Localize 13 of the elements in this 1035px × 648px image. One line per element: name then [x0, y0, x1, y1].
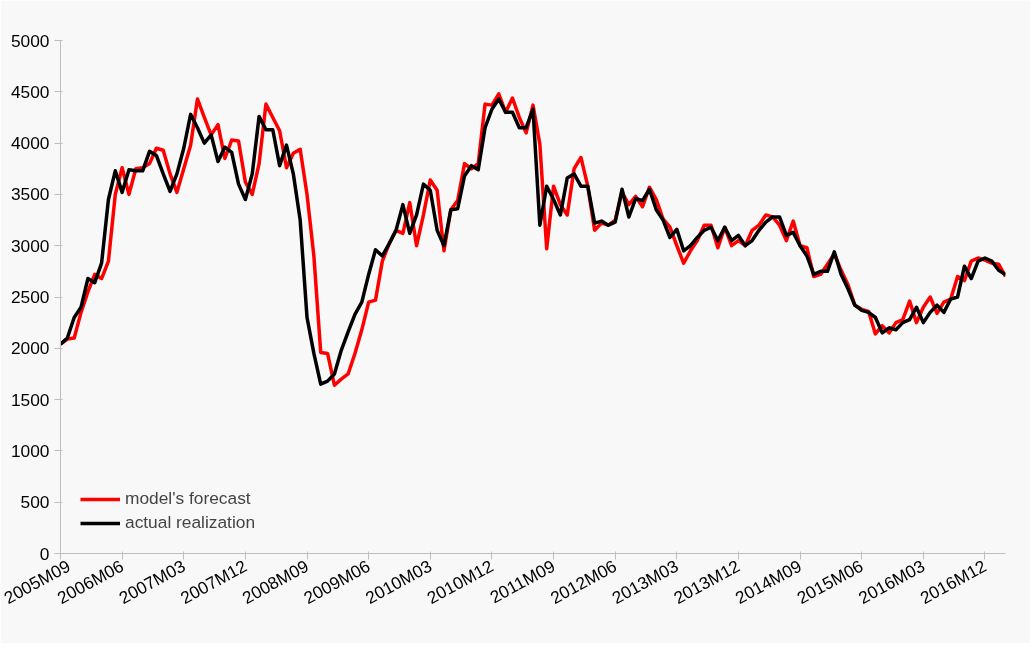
- y-tick-label: 2000: [10, 338, 50, 359]
- y-tick-label: 5000: [10, 30, 50, 51]
- y-tick-label: 1000: [10, 440, 50, 461]
- y-tick-label: 0: [39, 543, 50, 564]
- y-tick-label: 2500: [10, 287, 50, 307]
- y-tick-label: 3500: [10, 184, 50, 205]
- y-tick-label: 500: [20, 492, 50, 513]
- y-tick-label: 1500: [10, 389, 50, 410]
- y-tick-label: 4500: [10, 81, 50, 102]
- legend-label: model's forecast: [125, 488, 251, 509]
- legend-label: actual realization: [125, 512, 256, 533]
- y-tick-label: 3000: [10, 235, 50, 256]
- y-tick-label: 4000: [10, 133, 50, 154]
